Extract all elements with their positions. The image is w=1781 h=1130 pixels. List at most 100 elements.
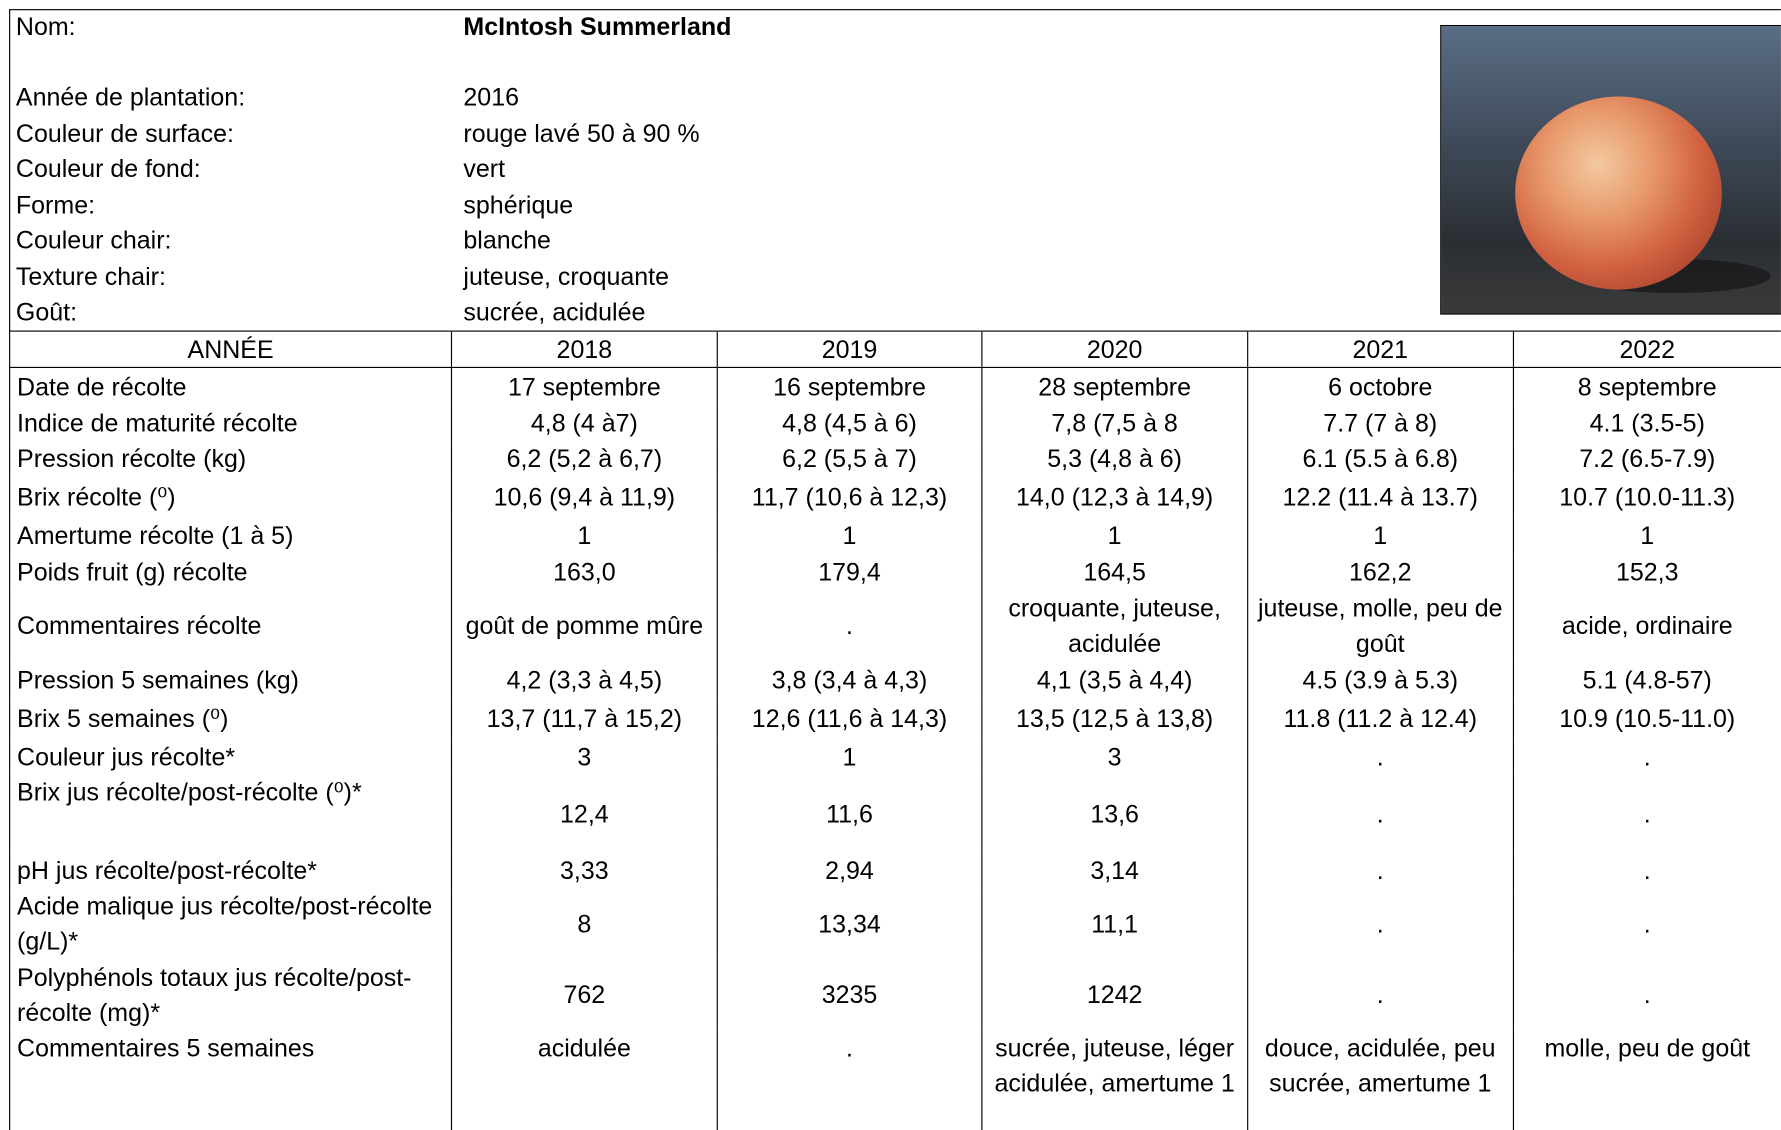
cell: 6,2 (5,2 à 6,7): [450, 440, 718, 476]
cell: 163,0: [450, 553, 718, 590]
cell: .: [1246, 774, 1514, 852]
cell: 3,8 (3,4 à 4,3): [716, 661, 982, 698]
cell: .: [716, 589, 982, 662]
cell: 5,3 (4,8 à 6): [981, 440, 1248, 476]
column-header: 2019: [716, 330, 982, 368]
cell: .: [716, 1030, 982, 1130]
header-row: ANNÉE 2018 2019 2020 2021 2022: [9, 330, 1781, 368]
row-label: Brix jus récolte/post-récolte (⁰)*: [9, 774, 452, 852]
field-value: sphérique: [463, 190, 574, 219]
row-label: Couleur jus récolte*: [9, 738, 452, 775]
cell: 11,6: [716, 774, 982, 852]
data-row: Brix récolte (⁰) 10,6 (9,4 à 11,9) 11,7 (1…: [9, 475, 1781, 517]
cell: 28 septembre: [981, 367, 1248, 405]
cell: douce, acidulée, peu sucrée, amertume 1: [1246, 1030, 1514, 1130]
cell: 10,6 (9,4 à 11,9): [450, 475, 718, 517]
cell: .: [1246, 958, 1514, 1031]
cell: 12,6 (11,6 à 14,3): [716, 697, 982, 739]
cell: 4,8 (4,5 à 6): [716, 404, 982, 441]
field-label: Couleur chair:: [15, 226, 172, 255]
field-value: sucrée, acidulée: [463, 297, 646, 326]
field-value: 2016: [463, 82, 520, 112]
cell: 162,2: [1246, 553, 1514, 590]
cell: 1: [716, 738, 982, 775]
field-value: blanche: [463, 226, 551, 255]
cell: 13,34: [716, 888, 982, 959]
row-label: Amertume récolte (1 à 5): [9, 516, 452, 554]
field-value: vert: [463, 154, 506, 183]
field-label: Texture chair:: [15, 261, 166, 291]
field-value: McIntosh Summerland: [463, 12, 732, 41]
column-header: ANNÉE: [9, 330, 452, 368]
row-label: Pression récolte (kg): [9, 440, 452, 476]
cell: 11.8 (11.2 à 12.4): [1246, 697, 1514, 739]
field-value: juteuse, croquante: [463, 261, 670, 291]
cell: 4,8 (4 à7): [450, 404, 718, 441]
cell: .: [1246, 851, 1514, 889]
cell: acidulée: [450, 1030, 718, 1130]
data-row: Amertume récolte (1 à 5) 1 1 1 1 1: [9, 516, 1781, 554]
column-header: 2020: [981, 330, 1248, 368]
data-row: Commentaires 5 semaines acidulée. sucrée, …: [9, 1030, 1781, 1130]
field-label: Forme:: [15, 190, 96, 219]
cell: 6 octobre: [1246, 367, 1514, 405]
cell: 4.1 (3.5-5): [1512, 404, 1781, 441]
cell: molle, peu de goût: [1512, 1030, 1781, 1130]
cell: 152,3: [1512, 553, 1781, 590]
data-row: Date de récolte 17 septembre 16 septembre 2…: [9, 367, 1781, 405]
data-row: Polyphénols totaux jus récolte/post-réco…: [9, 958, 1781, 1031]
row-label: Commentaires récolte: [9, 589, 452, 662]
cell: 1: [716, 516, 982, 554]
field-label: Goût:: [15, 297, 78, 326]
cell: .: [1512, 888, 1781, 959]
cell: acide, ordinaire: [1512, 589, 1781, 662]
data-row: Pression récolte (kg) 6,2 (5,2 à 6,7) 6,2 …: [9, 440, 1781, 476]
apple: [1515, 96, 1722, 290]
cell: 1: [1246, 516, 1514, 554]
row-label: Poids fruit (g) récolte: [9, 553, 452, 590]
cell: 4,1 (3,5 à 4,4): [981, 661, 1248, 698]
data-row: Brix 5 semaines (⁰) 13,7 (11,7 à 15,2) 12,…: [9, 697, 1781, 739]
data-row: Couleur jus récolte* 3 1 3..: [9, 738, 1781, 775]
cell: 1: [1512, 516, 1781, 554]
cell: 179,4: [716, 553, 982, 590]
field-value: rouge lavé 50 à 90 %: [463, 118, 700, 148]
data-row: Acide malique jus récolte/post-récolte (…: [9, 888, 1781, 959]
data-row: Commentaires récolte goût de pomme mûre. c…: [9, 589, 1781, 662]
cell: 7.2 (6.5-7.9): [1512, 440, 1781, 476]
cell: 1242: [981, 958, 1248, 1031]
column-header: 2018: [450, 330, 718, 368]
data-row: Poids fruit (g) récolte 163,0 179,4 164,5 16…: [9, 553, 1781, 590]
data-row: Pression 5 semaines (kg) 4,2 (3,3 à 4,5) 3…: [9, 661, 1781, 698]
cell: juteuse, molle, peu de goût: [1246, 589, 1514, 662]
cell: croquante, juteuse, acidulée: [981, 589, 1248, 662]
row-label: Pression 5 semaines (kg): [9, 661, 452, 698]
data-row: pH jus récolte/post-récolte* 3,33 2,94 3,14…: [9, 851, 1781, 889]
cell: 8 septembre: [1512, 367, 1781, 405]
cell: 12,4: [450, 774, 718, 852]
cell: 3: [981, 738, 1248, 775]
cell: 10.7 (10.0-11.3): [1512, 475, 1781, 517]
cell: 3,33: [450, 851, 718, 889]
cell: 1: [450, 516, 718, 554]
cell: 2,94: [716, 851, 982, 889]
data-row: Brix jus récolte/post-récolte (⁰)* 12,4 11…: [9, 774, 1781, 852]
cell: 11,1: [981, 888, 1248, 959]
cell: 16 septembre: [716, 367, 982, 405]
row-label: Date de récolte: [9, 367, 452, 405]
cell: 3,14: [981, 851, 1248, 889]
column-header: 2021: [1246, 330, 1514, 368]
data-row: Indice de maturité récolte 4,8 (4 à7) 4,8 …: [9, 404, 1781, 441]
row-label: Brix récolte (⁰): [9, 475, 452, 517]
cell: 4.5 (3.9 à 5.3): [1246, 661, 1514, 698]
cell: 164,5: [981, 553, 1248, 590]
cell: 762: [450, 958, 718, 1031]
cell: 13,5 (12,5 à 13,8): [981, 697, 1248, 739]
cell: 6,2 (5,5 à 7): [716, 440, 982, 476]
cell: .: [1246, 738, 1514, 775]
cell: .: [1246, 888, 1514, 959]
cell: 14,0 (12,3 à 14,9): [981, 475, 1248, 517]
column-header: 2022: [1512, 330, 1781, 368]
